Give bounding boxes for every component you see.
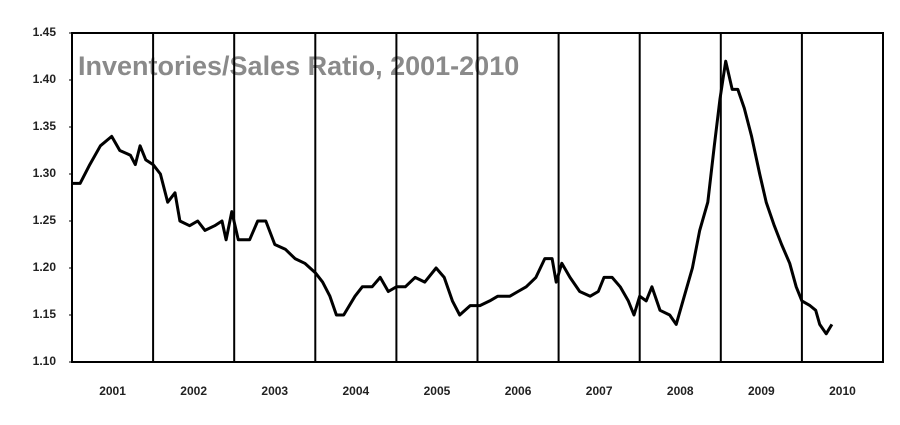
- y-tick-label: 1.15: [33, 307, 57, 321]
- chart-title: Inventories/Sales Ratio, 2001-2010: [78, 51, 519, 81]
- x-tick-label: 2005: [424, 384, 451, 398]
- x-tick-label: 2007: [586, 384, 613, 398]
- x-tick-label: 2003: [261, 384, 288, 398]
- x-tick-label: 2001: [99, 384, 126, 398]
- data-line: [72, 59, 834, 336]
- x-tick-label: 2006: [505, 384, 532, 398]
- x-tick-label: 2010: [829, 384, 856, 398]
- y-tick-label: 1.45: [33, 25, 57, 39]
- y-tick-label: 1.10: [33, 354, 57, 368]
- y-tick-label: 1.35: [33, 119, 57, 133]
- y-tick-label: 1.25: [33, 213, 57, 227]
- y-tick-label: 1.30: [33, 166, 57, 180]
- y-tick-label: 1.20: [33, 260, 57, 274]
- x-tick-label: 2009: [748, 384, 775, 398]
- y-tick-label: 1.40: [33, 72, 57, 86]
- x-tick-label: 2004: [342, 384, 369, 398]
- x-tick-label: 2008: [667, 384, 694, 398]
- x-tick-label: 2002: [180, 384, 207, 398]
